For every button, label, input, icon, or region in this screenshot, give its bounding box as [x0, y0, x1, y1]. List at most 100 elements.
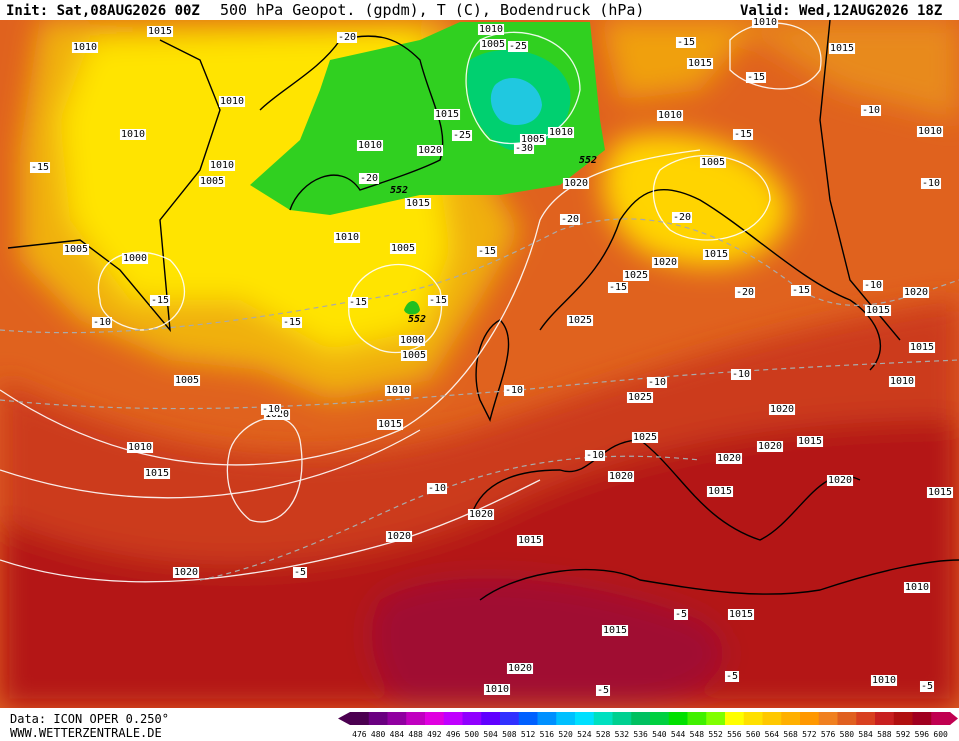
temperature-label: -10 — [93, 317, 111, 328]
pressure-label-box — [699, 157, 727, 168]
temperature-label: -20 — [338, 32, 356, 43]
height-label: 552 — [390, 185, 408, 196]
pressure-label: 1015 — [435, 109, 459, 120]
legend-label: 596 — [915, 730, 930, 739]
temperature-label-box — [29, 162, 51, 173]
legend-label: 528 — [596, 730, 611, 739]
pressure-label: 1020 — [418, 145, 442, 156]
legend-label: 520 — [558, 730, 573, 739]
pressure-label-box — [71, 42, 99, 53]
pressure-label-box — [173, 375, 201, 386]
pressure-label: 1020 — [609, 471, 633, 482]
temperature-label-box — [646, 377, 668, 388]
legend-label: 516 — [540, 730, 555, 739]
pressure-label-box — [870, 675, 898, 686]
pressure-label-box — [566, 315, 594, 326]
pressure-label: 1015 — [603, 625, 627, 636]
pressure-label: 1005 — [521, 134, 545, 145]
legend-swatch — [368, 712, 388, 725]
pressure-label-box — [768, 404, 796, 415]
temperature-label: -15 — [792, 285, 810, 296]
init-time: Init: Sat,08AUG2026 00Z — [6, 3, 200, 19]
legend-swatch — [706, 712, 726, 725]
pressure-label-box — [751, 17, 779, 28]
legend-swatch — [462, 712, 482, 725]
pressure-label-box — [926, 487, 954, 498]
temperature-label: -20 — [360, 173, 378, 184]
legend-label: 592 — [896, 730, 911, 739]
pressure-label-box — [62, 244, 90, 255]
pressure-label: 1010 — [890, 376, 914, 387]
pressure-label: 1015 — [866, 305, 890, 316]
pressure-label-box — [908, 342, 936, 353]
pressure-label: 1015 — [406, 198, 430, 209]
temperature-label: -15 — [747, 72, 765, 83]
pressure-label: 1010 — [479, 24, 503, 35]
valid-time: Valid: Wed,12AUG2026 18Z — [740, 3, 942, 19]
pressure-label-box — [126, 442, 154, 453]
pressure-label: 1010 — [73, 42, 97, 53]
pressure-label: 1005 — [175, 375, 199, 386]
pressure-label: 1015 — [145, 468, 169, 479]
pressure-label: 1005 — [391, 243, 415, 254]
temperature-label-box — [607, 282, 629, 293]
temperature-label-box — [507, 41, 529, 52]
height-label: 552 — [408, 314, 426, 325]
temperature-label: -15 — [734, 129, 752, 140]
pressure-label: 1000 — [400, 335, 424, 346]
pressure-label-box — [333, 232, 361, 243]
pressure-label-box — [398, 335, 426, 346]
legend-swatch — [743, 712, 763, 725]
legend-label: 600 — [933, 730, 948, 739]
temperature-label-box — [745, 72, 767, 83]
pressure-label: 1025 — [568, 315, 592, 326]
pressure-label: 1020 — [904, 287, 928, 298]
pressure-label: 1020 — [469, 509, 493, 520]
temperature-label: -10 — [862, 105, 880, 116]
pressure-label-box — [888, 376, 916, 387]
pressure-label-box — [607, 471, 635, 482]
temperature-label-box — [920, 178, 942, 189]
temperature-label-box — [790, 285, 812, 296]
pressure-label: 1005 — [64, 244, 88, 255]
pressure-label: 1020 — [653, 257, 677, 268]
pressure-label: 1015 — [928, 487, 952, 498]
map-labels: 1015 1010 1010 1010 1010 1005 1005 1000 1005 1010… — [29, 17, 954, 696]
legend-swatch — [725, 712, 745, 725]
pressure-label-box — [400, 350, 428, 361]
legend-label: 504 — [483, 730, 498, 739]
legend-label: 508 — [502, 730, 517, 739]
pressure-label: 1015 — [518, 535, 542, 546]
temperature-label-box — [671, 212, 693, 223]
pressure-label-box — [467, 509, 495, 520]
temperature-label: -5 — [726, 671, 738, 682]
legend-label: 476 — [352, 730, 367, 739]
legend-swatch — [350, 712, 370, 725]
legend-arrow-low — [338, 712, 350, 725]
legend-swatch — [650, 712, 670, 725]
legend-swatch — [593, 712, 613, 725]
pressure-label: 1015 — [704, 249, 728, 260]
pressure-label: 1015 — [688, 58, 712, 69]
legend-swatch — [425, 712, 445, 725]
pressure-label-box — [477, 24, 505, 35]
temperature-label: -10 — [864, 280, 882, 291]
legend-swatch — [781, 712, 801, 725]
pressure-label: 1010 — [549, 127, 573, 138]
legend-label: 572 — [802, 730, 817, 739]
pressure-label-box — [479, 39, 507, 50]
legend-label: 544 — [671, 730, 686, 739]
legend-label: 480 — [371, 730, 386, 739]
pressure-label-box — [902, 287, 930, 298]
pressure-label: 1005 — [701, 157, 725, 168]
pressure-label: 1010 — [658, 110, 682, 121]
temperature-label-box — [292, 567, 308, 578]
pressure-label: 1015 — [378, 419, 402, 430]
legend-swatch — [387, 712, 407, 725]
legend-arrow-high — [950, 712, 958, 725]
temperature-label: -5 — [921, 681, 933, 692]
temperature-label-box — [281, 317, 303, 328]
pressure-label: 1020 — [564, 178, 588, 189]
temperature-label-box — [358, 173, 380, 184]
temperature-label-box — [427, 295, 449, 306]
